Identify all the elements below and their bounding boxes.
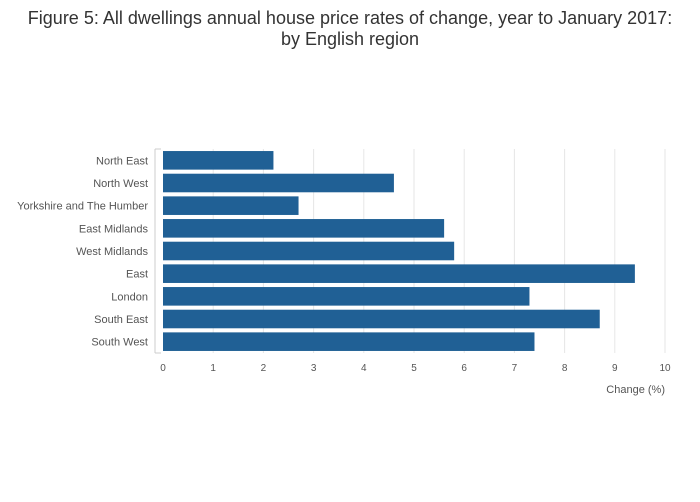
bar-south-east bbox=[163, 309, 600, 329]
category-label: Yorkshire and The Humber bbox=[17, 201, 148, 213]
category-label: East Midlands bbox=[79, 223, 149, 235]
x-tick-label: 10 bbox=[659, 363, 671, 374]
chart-title: Figure 5: All dwellings annual house pri… bbox=[27, 8, 673, 49]
chart-title-container: Figure 5: All dwellings annual house pri… bbox=[20, 8, 680, 50]
x-tick-label: 9 bbox=[612, 363, 618, 374]
x-tick-label: 2 bbox=[261, 363, 267, 374]
category-label: West Midlands bbox=[76, 246, 148, 258]
x-tick-label: 8 bbox=[562, 363, 568, 374]
x-tick-label: 3 bbox=[311, 363, 317, 374]
x-tick-label: 5 bbox=[411, 363, 417, 374]
category-label: South West bbox=[91, 337, 148, 349]
x-tick-label: 7 bbox=[512, 363, 518, 374]
bar-east bbox=[163, 264, 635, 283]
category-label: North West bbox=[93, 178, 148, 190]
category-label: South East bbox=[94, 314, 148, 326]
axes bbox=[154, 148, 161, 354]
category-label: North East bbox=[96, 155, 148, 167]
bar-yorkshire-and-the-humber bbox=[163, 196, 299, 215]
bar-west-midlands bbox=[163, 241, 455, 261]
bar-north-west bbox=[163, 173, 394, 193]
category-label: East bbox=[126, 269, 148, 281]
category-labels: North East North West Yorkshire and The Hu… bbox=[17, 155, 148, 348]
x-tick-label: 1 bbox=[210, 363, 216, 374]
x-tick-label: 4 bbox=[361, 363, 367, 374]
x-tick-label: 6 bbox=[461, 363, 467, 374]
bar-east-midlands bbox=[163, 219, 445, 238]
x-axis-title: Change (%) bbox=[606, 384, 665, 396]
category-label: London bbox=[111, 291, 148, 303]
bar-north-east bbox=[163, 151, 274, 170]
bars bbox=[163, 151, 635, 351]
bar-london bbox=[163, 287, 530, 306]
bar-south-west bbox=[163, 332, 535, 351]
x-tick-labels: 0 1 2 3 4 5 6 7 8 9 10 bbox=[160, 363, 671, 374]
x-tick-label: 0 bbox=[160, 363, 166, 374]
